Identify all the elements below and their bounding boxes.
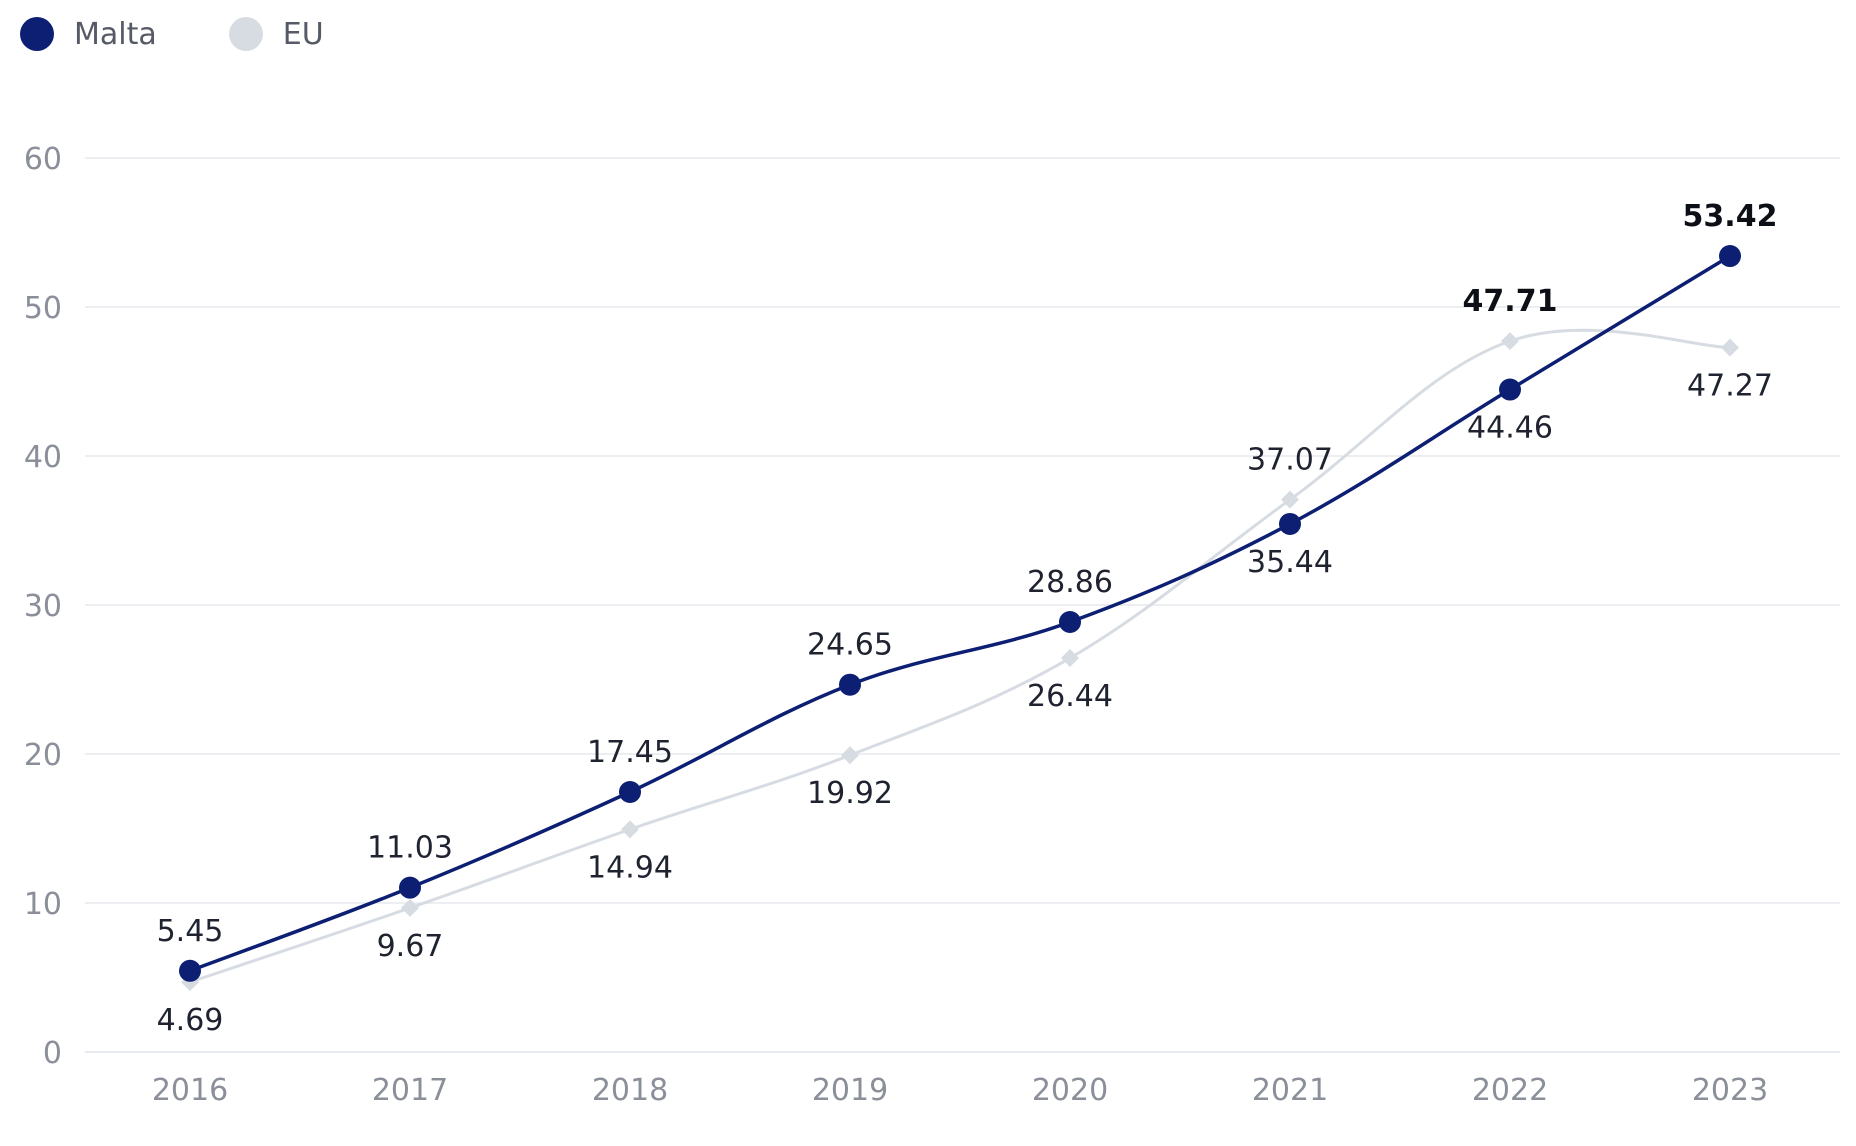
- data-label-eu-2020: 26.44: [1027, 679, 1113, 714]
- data-label-malta-2018: 17.45: [587, 735, 673, 770]
- data-label-malta-2017: 11.03: [367, 831, 453, 866]
- point-malta-2019: [839, 673, 861, 696]
- data-label-malta-2021: 35.44: [1247, 545, 1333, 580]
- point-malta-2021: [1279, 512, 1301, 535]
- data-label-eu-2022: 47.71: [1463, 284, 1558, 319]
- y-tick-label-50: 50: [24, 291, 62, 326]
- legend-label-malta: Malta: [74, 16, 157, 52]
- point-malta-2016: [179, 959, 201, 982]
- x-tick-label-2020: 2020: [1032, 1073, 1108, 1108]
- series-line-eu: [189, 328, 1731, 984]
- y-tick-label-20: 20: [24, 738, 62, 773]
- data-label-malta-2016: 5.45: [157, 914, 224, 949]
- x-tick-label-2019: 2019: [812, 1073, 888, 1108]
- data-label-eu-2021: 37.07: [1247, 443, 1333, 478]
- y-tick-label-40: 40: [24, 440, 62, 475]
- data-label-eu-2018: 14.94: [587, 850, 673, 885]
- point-eu-2021: [1281, 490, 1299, 509]
- legend-swatch-malta-icon: [20, 17, 54, 51]
- data-label-malta-2019: 24.65: [807, 628, 893, 663]
- legend-item-eu[interactable]: EU: [228, 16, 324, 52]
- point-malta-2020: [1059, 610, 1081, 633]
- point-eu-2023: [1721, 338, 1739, 357]
- point-malta-2017: [399, 876, 421, 899]
- point-eu-2019: [841, 746, 859, 765]
- data-label-malta-2023: 53.42: [1683, 199, 1778, 234]
- point-eu-2017: [401, 898, 419, 917]
- point-eu-2018: [621, 820, 639, 839]
- point-malta-2022: [1499, 378, 1521, 401]
- x-tick-label-2022: 2022: [1472, 1073, 1548, 1108]
- legend-swatch-eu-icon: [228, 17, 263, 51]
- y-tick-label-60: 60: [24, 142, 62, 177]
- x-tick-label-2021: 2021: [1252, 1073, 1328, 1108]
- legend-item-malta[interactable]: Malta: [20, 17, 157, 52]
- x-tick-label-2018: 2018: [592, 1073, 668, 1108]
- legend: Malta EU: [20, 10, 396, 58]
- data-label-eu-2019: 19.92: [807, 776, 893, 811]
- series-line-malta: [189, 254, 1731, 973]
- x-tick-label-2023: 2023: [1692, 1073, 1768, 1108]
- x-tick-label-2017: 2017: [372, 1073, 448, 1108]
- data-label-malta-2022: 44.46: [1467, 411, 1553, 446]
- point-malta-2018: [619, 780, 641, 803]
- point-malta-2023: [1719, 245, 1741, 268]
- y-tick-label-10: 10: [24, 887, 62, 922]
- data-label-eu-2017: 9.67: [377, 929, 444, 964]
- x-tick-label-2016: 2016: [152, 1073, 228, 1108]
- data-label-eu-2016: 4.69: [157, 1003, 224, 1038]
- y-tick-label-30: 30: [24, 589, 62, 624]
- data-label-eu-2023: 47.27: [1687, 369, 1773, 404]
- point-eu-2022: [1501, 332, 1519, 351]
- legend-label-eu: EU: [282, 16, 324, 52]
- data-label-malta-2020: 28.86: [1027, 565, 1113, 600]
- y-tick-label-0: 0: [43, 1036, 62, 1071]
- point-eu-2020: [1061, 649, 1079, 668]
